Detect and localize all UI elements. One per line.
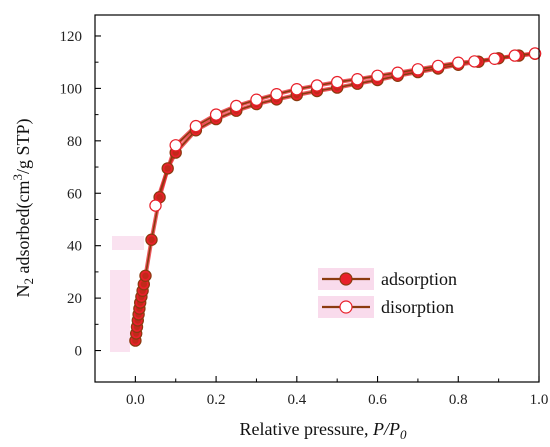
- adsorption-point-core: [148, 236, 155, 243]
- x-tick-label: 0.6: [368, 392, 387, 408]
- legend-label-adsorption: adsorption: [381, 269, 457, 289]
- y-tick-label: 0: [75, 344, 83, 360]
- y-tick-label: 60: [67, 186, 82, 202]
- disorption-point: [411, 63, 425, 76]
- series-halo-1: [153, 51, 536, 207]
- x-axis-title: Relative pressure, P/P0: [240, 419, 407, 442]
- y-tick-label: 120: [60, 29, 83, 45]
- adsorption-point-core: [156, 194, 163, 201]
- disorption-point: [488, 52, 501, 66]
- disorption-point: [310, 79, 324, 92]
- disorption-point: [290, 82, 303, 96]
- adsorption-point-core: [142, 272, 149, 279]
- disorption-point: [508, 49, 521, 62]
- legend-label-disorption: disorption: [381, 297, 454, 317]
- disorption-point: [149, 199, 162, 212]
- plot-frame: [94, 14, 540, 383]
- disorption-point: [189, 119, 203, 133]
- adsorption-point-core: [140, 281, 147, 288]
- disorption-point: [331, 75, 344, 89]
- x-tick-label: 0.2: [207, 392, 226, 408]
- legend-marker-adsorption: [339, 272, 353, 286]
- x-tick-label: 0.8: [449, 392, 468, 408]
- disorption-point: [371, 69, 384, 83]
- x-tick-label: 0.0: [126, 392, 145, 408]
- highlight-band: [112, 236, 144, 250]
- y-tick-label: 80: [67, 134, 82, 150]
- disorption-point: [230, 99, 243, 113]
- disorption-point: [431, 59, 445, 73]
- y-tick-label: 40: [67, 239, 82, 255]
- disorption-point: [270, 87, 283, 101]
- x-tick-label: 0.4: [287, 392, 306, 408]
- legend: adsorption disorption: [318, 268, 457, 318]
- series-line-disorption: [154, 52, 536, 206]
- disorption-point: [351, 72, 364, 86]
- disorption-point: [209, 108, 223, 121]
- disorption-point: [169, 139, 182, 152]
- axes: 0.0 0.2 0.4 0.6 0.8 1.0 0 20 40 60 80 100 120: [60, 14, 549, 408]
- disorption-point: [468, 55, 481, 68]
- y-tick-label: 100: [60, 81, 83, 97]
- y-tick-label: 20: [67, 291, 82, 307]
- legend-marker-disorption: [339, 300, 353, 314]
- disorption-point: [250, 93, 263, 106]
- plot-area: [110, 47, 542, 352]
- disorption-point: [391, 66, 404, 79]
- highlight-band: [110, 270, 130, 352]
- x-tick-label: 1.0: [530, 392, 549, 408]
- adsorption-point-core: [164, 165, 171, 172]
- disorption-point: [528, 47, 542, 60]
- y-axis-title: N2 adsorbed(cm3/g STP): [10, 119, 36, 298]
- disorption-point: [452, 56, 465, 69]
